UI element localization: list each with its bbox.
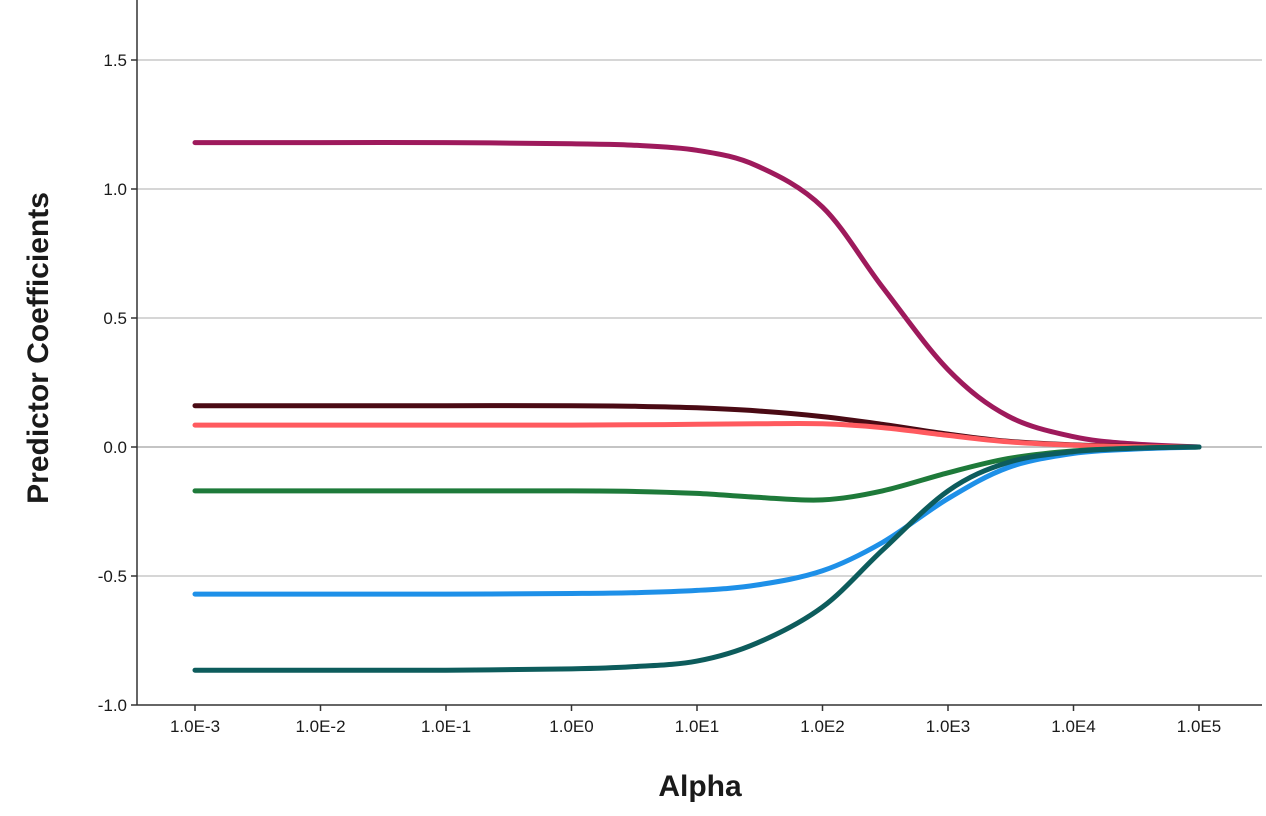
series-lines: [192, 139, 1202, 673]
x-tick-label: 1.0E3: [926, 717, 970, 736]
x-axis-title: Alpha: [658, 770, 742, 803]
x-tick-label: 1.0E-2: [295, 717, 345, 736]
series-line-6: [192, 444, 1202, 673]
x-tick-label: 1.0E2: [800, 717, 844, 736]
gridlines: [137, 59, 1262, 577]
y-tick-label: 0.0: [103, 438, 127, 457]
x-tick-label: 1.0E0: [549, 717, 593, 736]
series-line-3: [192, 420, 1202, 450]
x-tick-label: 1.0E5: [1177, 717, 1221, 736]
x-tick-label: 1.0E1: [675, 717, 719, 736]
y-tick-label: 1.0: [103, 180, 127, 199]
series-line-5: [192, 444, 1202, 597]
x-tick-label: 1.0E4: [1051, 717, 1095, 736]
y-tick-label: 1.5: [103, 51, 127, 70]
x-tick-label: 1.0E-3: [170, 717, 220, 736]
series-line-1: [192, 139, 1202, 450]
x-tick-label: 1.0E-1: [421, 717, 471, 736]
y-tick-label: 0.5: [103, 309, 127, 328]
y-tick-label: -0.5: [98, 567, 127, 586]
axes: [136, 0, 1262, 706]
y-axis-title: Predictor Coefficients: [22, 192, 55, 504]
x-tick-labels: 1.0E-3 1.0E-2 1.0E-1 1.0E0 1.0E1 1.0E2 1.0E3 1.…: [170, 705, 1221, 736]
y-tick-labels: -1.0 -0.5 0.0 0.5 1.0 1.5: [98, 51, 137, 715]
y-tick-label: -1.0: [98, 696, 127, 715]
